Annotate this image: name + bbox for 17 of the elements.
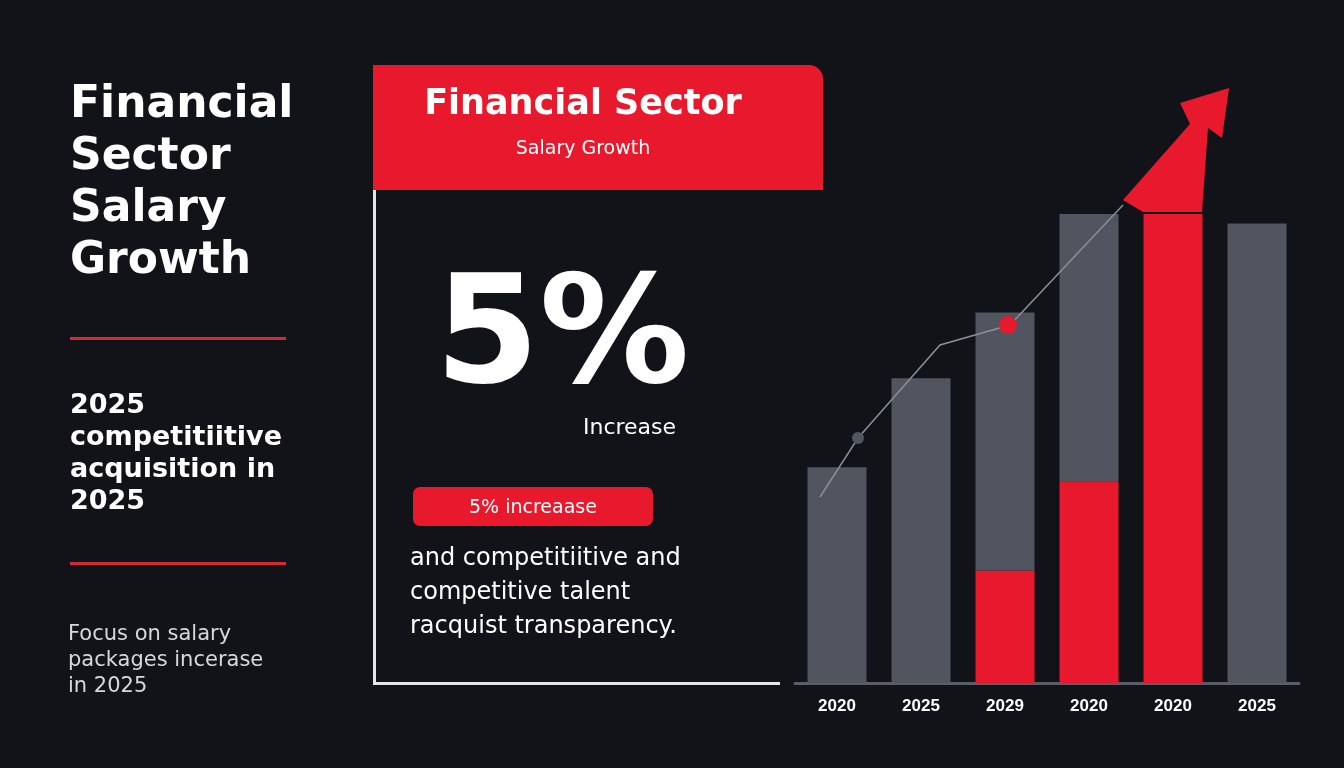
x-tick-label: 2020 — [818, 696, 856, 715]
x-tick-label: 2029 — [986, 696, 1024, 715]
x-tick-label: 2020 — [1154, 696, 1192, 715]
text: Financial Sector — [423, 82, 743, 122]
text: Focus on salary packages incerase in 2025 — [68, 620, 265, 698]
bar — [975, 570, 1035, 683]
text: Financial Sector Salary Growth — [70, 76, 295, 284]
text: 2025 competitiitive acquisition in 2025 — [70, 388, 283, 516]
bar — [1059, 214, 1119, 482]
bar — [975, 312, 1035, 571]
text: and competitiitive and competitive talent racquist transparency. — [410, 542, 682, 641]
bar — [1059, 481, 1119, 683]
text: Salary Growth — [514, 136, 652, 158]
x-tick-label: 2020 — [1070, 696, 1108, 715]
x-tick-label: 2025 — [902, 696, 940, 715]
x-tick-label: 2025 — [1238, 696, 1276, 715]
text: 5% increaase — [468, 495, 598, 517]
